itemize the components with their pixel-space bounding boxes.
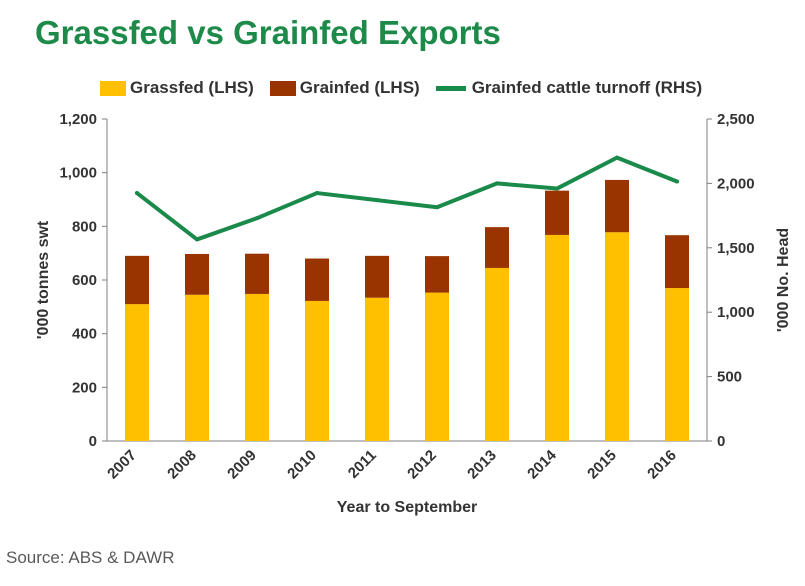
bar-grainfed xyxy=(365,255,389,298)
x-tick-label: 2011 xyxy=(345,447,380,482)
bar-grainfed xyxy=(245,253,269,294)
x-tick-label: 2012 xyxy=(404,447,440,483)
left-tick-label: 800 xyxy=(72,218,97,235)
x-tick-label: 2009 xyxy=(224,447,260,483)
bar-grassfed xyxy=(365,297,389,441)
legend-label-grassfed: Grassfed (LHS) xyxy=(130,78,254,97)
bar-grassfed xyxy=(605,232,629,441)
bar-grassfed xyxy=(485,267,509,441)
point-turnoff xyxy=(435,205,439,210)
point-turnoff xyxy=(315,191,319,196)
right-tick-label: 2,000 xyxy=(717,175,755,192)
x-tick-label: 2008 xyxy=(164,447,200,483)
legend-label-turnoff: Grainfed cattle turnoff (RHS) xyxy=(471,78,703,97)
bar-grassfed xyxy=(545,234,569,441)
right-tick-label: 500 xyxy=(717,369,742,386)
point-turnoff xyxy=(615,155,619,160)
bar-grainfed xyxy=(545,190,569,235)
bar-grassfed xyxy=(665,288,689,441)
bar-grainfed xyxy=(485,227,509,268)
left-tick-label: 400 xyxy=(72,326,97,343)
source-note: Source: ABS & DAWR xyxy=(6,548,175,567)
right-tick-label: 2,500 xyxy=(717,111,755,128)
x-tick-label: 2010 xyxy=(284,447,320,483)
bar-grainfed xyxy=(665,235,689,289)
bar-grassfed xyxy=(245,293,269,441)
bar-grassfed xyxy=(425,292,449,441)
legend-swatch-grassfed xyxy=(100,80,126,96)
point-turnoff xyxy=(255,216,259,221)
point-turnoff xyxy=(375,198,379,203)
legend-item-grassfed: Grassfed (LHS) xyxy=(100,78,254,98)
left-tick-label: 600 xyxy=(72,272,97,289)
x-tick-label: 2016 xyxy=(644,447,680,483)
x-tick-label: 2015 xyxy=(584,447,620,483)
point-turnoff xyxy=(555,186,559,191)
legend-label-grainfed: Grainfed (LHS) xyxy=(299,78,420,97)
chart-legend: Grassfed (LHS) Grainfed (LHS) Grainfed c… xyxy=(100,77,718,99)
left-tick-label: 1,200 xyxy=(59,111,97,128)
bar-grainfed xyxy=(425,256,449,293)
right-tick-label: 1,000 xyxy=(717,304,755,321)
x-tick-label: 2014 xyxy=(524,446,560,482)
line-turnoff xyxy=(135,155,679,242)
left-tick-label: 200 xyxy=(72,379,97,396)
legend-swatch-turnoff xyxy=(435,85,466,91)
bar-grassfed xyxy=(125,304,149,441)
point-turnoff xyxy=(495,181,499,186)
combo-chart: 0 200 400 600 800 1,000 1,200 0 500 1,000 1,500 2,0… xyxy=(35,111,792,516)
chart-title: Grassfed vs Grainfed Exports xyxy=(35,14,501,51)
x-axis-title: Year to September xyxy=(337,499,478,516)
point-turnoff xyxy=(195,237,199,242)
y-axis-title-left: '000 tonnes swt xyxy=(35,220,52,339)
y-axis-title-right: '000 No. Head xyxy=(775,228,792,332)
bar-grassfed xyxy=(305,300,329,441)
left-tick-label: 0 xyxy=(89,433,97,450)
x-tick-label: 2013 xyxy=(464,447,500,483)
bar-grainfed xyxy=(605,179,629,233)
legend-swatch-grainfed xyxy=(269,80,296,96)
legend-item-grainfed: Grainfed (LHS) xyxy=(269,78,420,98)
bar-grassfed xyxy=(185,294,209,441)
bar-grainfed xyxy=(185,253,209,295)
right-tick-label: 1,500 xyxy=(717,240,755,257)
legend-item-turnoff: Grainfed cattle turnoff (RHS) xyxy=(435,78,703,98)
right-tick-label: 0 xyxy=(717,433,725,450)
bar-grainfed xyxy=(125,255,149,305)
bar-grainfed xyxy=(305,258,329,301)
left-tick-label: 1,000 xyxy=(59,165,97,182)
point-turnoff xyxy=(135,191,139,196)
x-tick-label: 2007 xyxy=(104,447,140,483)
point-turnoff xyxy=(675,179,679,184)
